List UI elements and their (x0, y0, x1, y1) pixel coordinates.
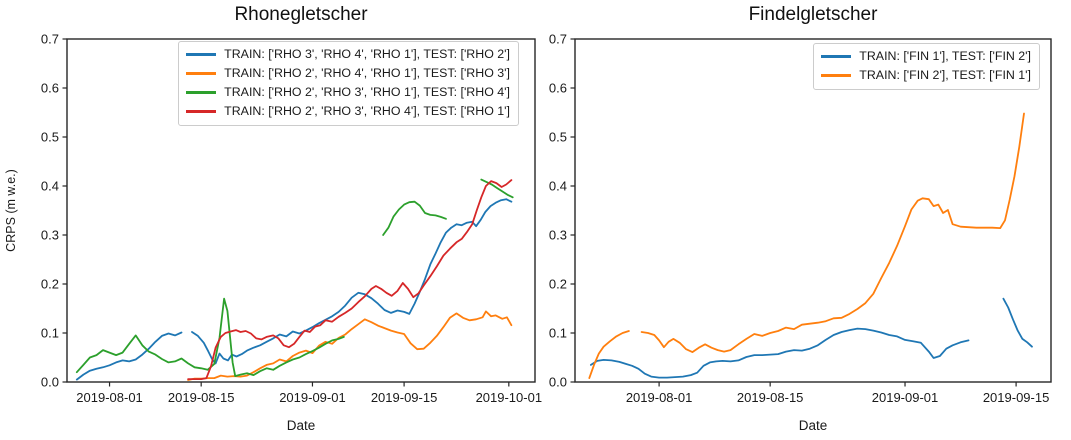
y-tick-label: 0.6 (549, 81, 567, 96)
legend-line-swatch (186, 53, 217, 56)
legend-label: TRAIN: ['RHO 2', 'RHO 3', 'RHO 1'], TEST… (224, 85, 510, 100)
legend-label: TRAIN: ['FIN 2'], TEST: ['FIN 1'] (859, 68, 1031, 83)
series-line-1-1 (588, 330, 630, 380)
x-tick-label: 2019-08-01 (76, 390, 143, 405)
axes-spines (574, 38, 1052, 383)
series-line-0-0 (191, 198, 513, 365)
y-tick-label: 0.0 (41, 375, 59, 390)
x-tick-label: 2019-09-01 (279, 390, 346, 405)
legend-label: TRAIN: ['FIN 1'], TEST: ['FIN 2'] (859, 49, 1031, 64)
y-tick-label: 0.6 (41, 81, 59, 96)
chart-title: Rhonegletscher (234, 4, 368, 25)
series-line-1-1 (640, 112, 1025, 354)
axes-spines (66, 38, 536, 383)
legend-entry: TRAIN: ['FIN 1'], TEST: ['FIN 2'] (821, 47, 1031, 66)
legend-entry: TRAIN: ['RHO 3', 'RHO 4', 'RHO 1'], TEST… (186, 45, 510, 64)
subplot-findelgletscher: 2019-08-01 2019-08-15 2019-09-01 2019-09-15… (549, 4, 1052, 433)
legend-entry: TRAIN: ['RHO 2', 'RHO 4', 'RHO 1'], TEST… (186, 64, 510, 83)
chart-title: Findelgletscher (749, 4, 879, 25)
legend-label: TRAIN: ['RHO 2', 'RHO 3', 'RHO 4'], TEST… (224, 104, 510, 119)
x-tick-label: 2019-08-01 (626, 390, 693, 405)
y-tick-label: 0.2 (549, 277, 567, 292)
legend-line-swatch (186, 110, 217, 113)
series-line-0-2 (382, 200, 447, 236)
y-tick-label: 0.1 (41, 326, 59, 341)
x-axis-label: Date (287, 418, 316, 433)
x-tick-label: 2019-08-15 (737, 390, 804, 405)
legend-line-swatch (821, 55, 852, 58)
subplot-rhonegletscher: 2019-08-01 2019-08-15 2019-09-01 2019-09-15… (4, 4, 542, 433)
x-tick-label: 2019-10-01 (476, 390, 543, 405)
x-axis-label: Date (799, 418, 828, 433)
series-line-0-1 (187, 310, 513, 381)
y-tick-label: 0.4 (549, 179, 567, 194)
x-tick-label: 2019-09-15 (983, 390, 1050, 405)
y-tick-label: 0.7 (41, 32, 59, 47)
series-line-0-2 (480, 178, 514, 199)
y-tick-label: 0.2 (41, 277, 59, 292)
y-tick-label: 0.1 (549, 326, 567, 341)
series-line-1-0 (590, 327, 970, 379)
y-tick-label: 0.5 (41, 130, 59, 145)
legend-line-swatch (821, 74, 852, 77)
x-tick-label: 2019-08-15 (168, 390, 235, 405)
x-tick-label: 2019-09-01 (872, 390, 939, 405)
legend-entry: TRAIN: ['RHO 2', 'RHO 3', 'RHO 4'], TEST… (186, 102, 510, 121)
y-tick-label: 0.5 (549, 130, 567, 145)
x-tick-label: 2019-09-15 (371, 390, 438, 405)
legend-entry: TRAIN: ['RHO 2', 'RHO 3', 'RHO 1'], TEST… (186, 83, 510, 102)
y-axis-label: CRPS (m w.e.) (4, 169, 18, 252)
legend-findelgletscher: TRAIN: ['FIN 1'], TEST: ['FIN 2'] TRAIN: … (813, 43, 1040, 90)
series-line-0-0 (75, 331, 183, 381)
y-tick-label: 0.4 (41, 179, 59, 194)
y-tick-label: 0.3 (41, 228, 59, 243)
legend-line-swatch (186, 72, 217, 75)
y-tick-label: 0.7 (549, 32, 567, 47)
y-tick-label: 0.0 (549, 375, 567, 390)
legend-label: TRAIN: ['RHO 3', 'RHO 4', 'RHO 1'], TEST… (224, 47, 510, 62)
series-line-0-2 (75, 297, 345, 378)
legend-label: TRAIN: ['RHO 2', 'RHO 4', 'RHO 1'], TEST… (224, 66, 510, 81)
legend-rhonegletscher: TRAIN: ['RHO 3', 'RHO 4', 'RHO 1'], TEST… (178, 41, 519, 126)
series-line-0-3 (187, 179, 513, 381)
legend-line-swatch (186, 91, 217, 94)
y-tick-label: 0.3 (549, 228, 567, 243)
legend-entry: TRAIN: ['FIN 2'], TEST: ['FIN 1'] (821, 66, 1031, 85)
series-line-1-0 (1002, 297, 1033, 348)
